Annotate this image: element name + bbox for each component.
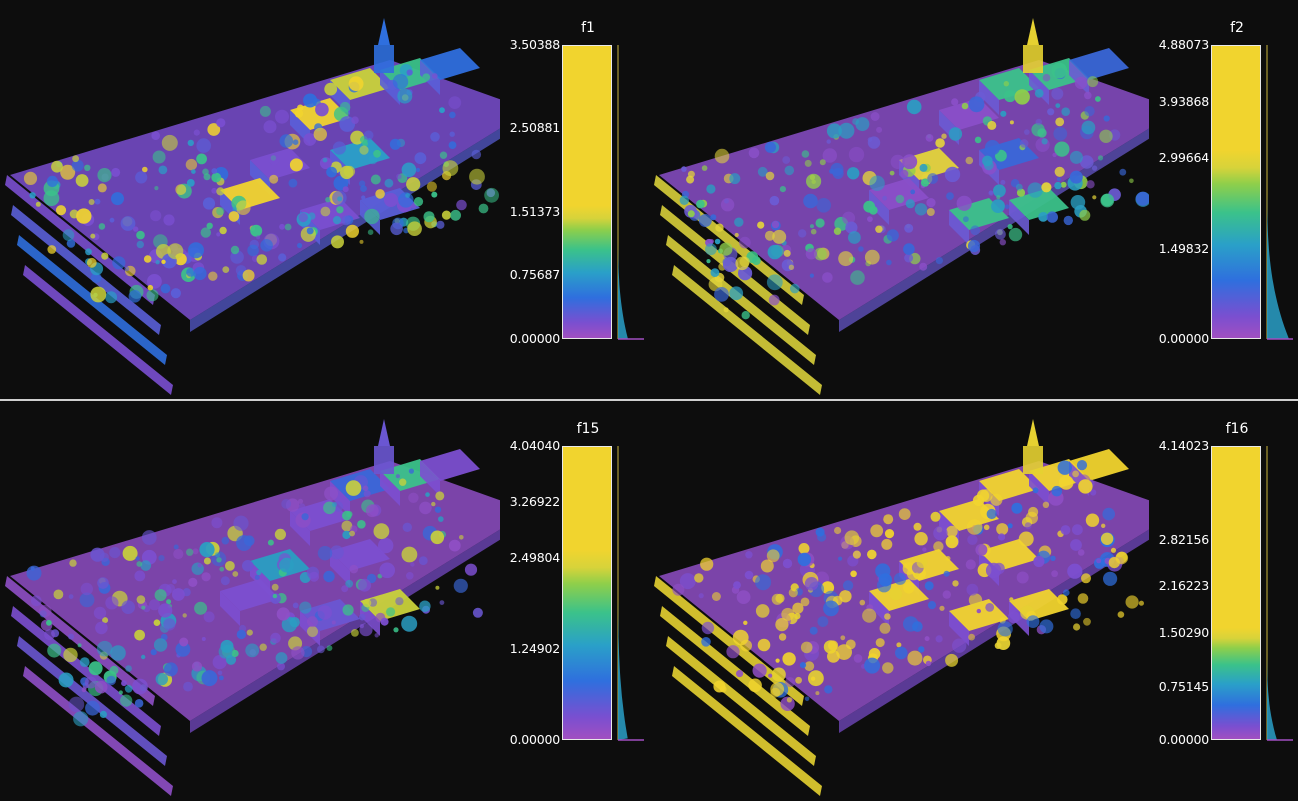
point-cloud-render[interactable] <box>0 401 500 801</box>
value-histogram <box>617 446 644 741</box>
colorbar-tick-label: 0.00000 <box>509 732 560 747</box>
building-roof <box>330 539 390 571</box>
colorbar-tick-label: 4.04040 <box>509 438 560 453</box>
colorbar-tick-label: 4.88073 <box>1158 37 1209 52</box>
colorbar-tick-label: 3.26922 <box>509 494 560 510</box>
colorbar-tick-label: 4.14023 <box>1158 438 1209 453</box>
building-roof <box>1069 48 1129 80</box>
fence-wall <box>23 666 173 796</box>
fence-wall <box>23 265 173 395</box>
fence-wall <box>660 606 810 736</box>
fence-wall <box>672 265 822 395</box>
view-f2[interactable]: f2 4.88073 3.93868 2.99664 1.49832 0.00000 <box>649 0 1298 400</box>
colorbar-tick-label: 3.93868 <box>1158 93 1209 109</box>
point-cloud-render[interactable] <box>649 0 1149 400</box>
colorbar-title: f2 <box>1230 20 1244 36</box>
fence-wall <box>654 576 804 706</box>
building-roof <box>250 148 310 180</box>
colorbar-tick-label: 1.50290 <box>1158 625 1209 641</box>
point-cloud-render[interactable] <box>649 401 1149 801</box>
colorbar-tick-label: 2.49804 <box>509 550 560 566</box>
colorbar-tick-label: 0.00000 <box>509 331 560 346</box>
colorbar-tick-label: 1.51373 <box>509 203 560 219</box>
view-f15[interactable]: f15 4.04040 3.26922 2.49804 1.24902 0.00000 <box>0 401 649 801</box>
fence-wall <box>17 235 167 365</box>
bottom-panel: f15 4.04040 3.26922 2.49804 1.24902 0.00000 f… <box>0 401 1298 801</box>
fence-wall <box>666 636 816 766</box>
colorbar-tick-label: 0.75145 <box>1158 678 1209 694</box>
colorbar-tick-label: 2.16223 <box>1158 578 1209 594</box>
church-spire <box>1027 419 1039 446</box>
fence-wall <box>666 235 816 365</box>
value-histogram <box>617 45 644 340</box>
fence-wall <box>5 175 155 305</box>
colorbar-tick-label: 0.75687 <box>509 267 560 283</box>
building-roof <box>220 579 280 611</box>
colorbar-tick-label: 1.24902 <box>509 641 560 657</box>
colorbar-tick-label: 3.50388 <box>509 37 560 52</box>
church-spire <box>378 419 390 446</box>
colorbar[interactable] <box>562 446 612 740</box>
colorbar-tick-label: 2.99664 <box>1158 150 1209 166</box>
church-spire <box>1027 18 1039 45</box>
value-histogram <box>1266 446 1293 741</box>
building-roof <box>979 469 1039 501</box>
colorbar[interactable] <box>1211 45 1261 339</box>
building-roof <box>1069 449 1129 481</box>
colorbar-tick-label: 2.82156 <box>1158 531 1209 547</box>
panel-divider[interactable] <box>0 399 1298 401</box>
colorbar[interactable] <box>1211 446 1261 740</box>
building-roof <box>360 589 420 621</box>
value-histogram <box>1266 45 1293 340</box>
view-f1[interactable]: f1 3.50388 2.50881 1.51373 0.75687 0.00000 <box>0 0 649 400</box>
church-spire <box>378 18 390 45</box>
colorbar-tick-label: 1.49832 <box>1158 240 1209 256</box>
fence-wall <box>11 205 161 335</box>
colorbar-title: f15 <box>576 421 600 437</box>
building-roof <box>420 48 480 80</box>
colorbar-tick-label: 0.00000 <box>1158 331 1209 346</box>
building-roof <box>420 449 480 481</box>
point-cloud-render[interactable] <box>0 0 500 400</box>
top-panel: f1 3.50388 2.50881 1.51373 0.75687 0.00000 f2… <box>0 0 1298 400</box>
fence-wall <box>672 666 822 796</box>
colorbar-tick-label: 0.00000 <box>1158 732 1209 747</box>
colorbar-title: f1 <box>581 20 595 36</box>
view-f16[interactable]: f16 4.14023 2.82156 2.16223 1.50290 0.75145 0.… <box>649 401 1298 801</box>
colorbar-tick-label: 2.50881 <box>509 120 560 136</box>
colorbar-title: f16 <box>1225 421 1249 437</box>
colorbar[interactable] <box>562 45 612 339</box>
